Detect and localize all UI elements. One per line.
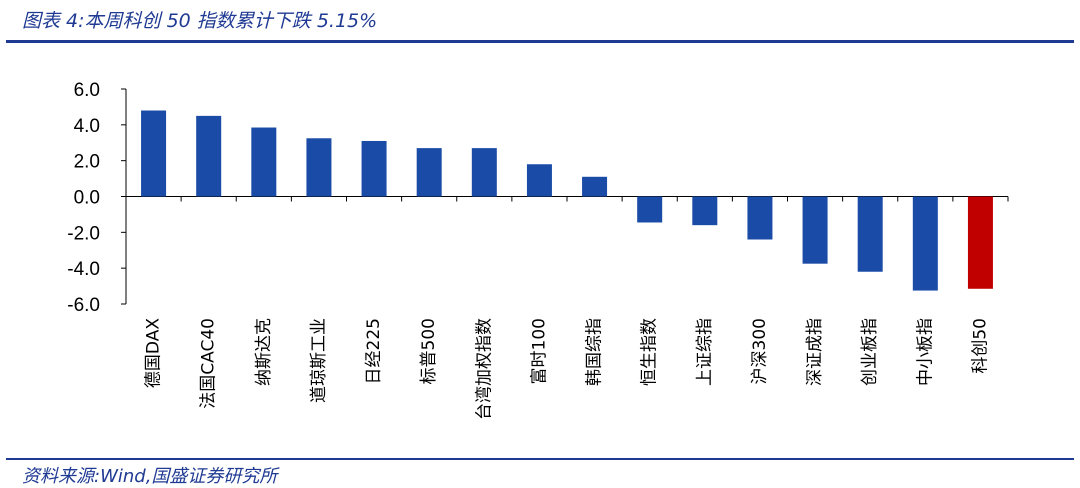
bar — [251, 127, 277, 197]
bar — [471, 148, 497, 197]
y-tick-label: 4.0 — [74, 116, 100, 137]
title-divider — [6, 40, 1074, 43]
bar — [637, 196, 663, 223]
y-tick-label: -6.0 — [67, 295, 100, 316]
bar — [692, 196, 718, 226]
bar — [747, 196, 773, 240]
bar — [857, 196, 883, 272]
chart-labels: 德国DAX 法国CAC40 纳斯达克 道琼斯工业 日经225 标普500 台湾加权指数 富时1… — [144, 318, 991, 420]
bar — [582, 176, 608, 197]
bar — [967, 196, 993, 289]
category-label: 科创50 — [970, 318, 990, 374]
category-label: 中小板指 — [915, 318, 935, 386]
category-label: 纳斯达克 — [254, 318, 274, 386]
y-tick-label: 2.0 — [74, 152, 100, 173]
bar — [141, 110, 167, 197]
category-label: 韩国综指 — [585, 318, 605, 386]
source-note: 资料来源:Wind,国盛证券研究所 — [22, 466, 278, 487]
category-label: 富时100 — [529, 318, 549, 384]
bar — [416, 148, 442, 197]
footer-divider — [6, 458, 1074, 460]
bar — [526, 164, 552, 197]
category-label: 德国DAX — [144, 318, 164, 388]
y-tick-label: -2.0 — [67, 223, 100, 244]
y-tick-label: 0.0 — [74, 188, 100, 209]
category-label: 上证综指 — [695, 318, 715, 386]
category-label: 法国CAC40 — [199, 318, 219, 409]
category-label: 恒生指数 — [640, 318, 660, 386]
category-label: 深证成指 — [805, 318, 825, 386]
bar — [196, 115, 222, 197]
bar-chart: 6.0 4.0 2.0 0.0 -2.0 -4.0 -6.0 德国DAX 法国CAC40 纳斯达… — [67, 80, 1009, 420]
category-label: 台湾加权指数 — [474, 318, 494, 420]
bar — [361, 140, 387, 197]
bar — [802, 196, 828, 264]
category-label: 道琼斯工业 — [309, 318, 329, 403]
category-label: 标普500 — [419, 318, 439, 384]
chart-bars — [141, 110, 993, 291]
category-label: 日经225 — [364, 318, 384, 384]
category-label: 沪深300 — [750, 318, 770, 384]
y-tick-label: -4.0 — [67, 259, 100, 280]
bar — [306, 138, 332, 197]
y-tick-label: 6.0 — [74, 80, 100, 101]
bar — [912, 196, 938, 291]
chart-title: 图表 4:本周科创 50 指数累计下跌 5.15% — [22, 10, 378, 32]
category-label: 创业板指 — [860, 318, 880, 386]
